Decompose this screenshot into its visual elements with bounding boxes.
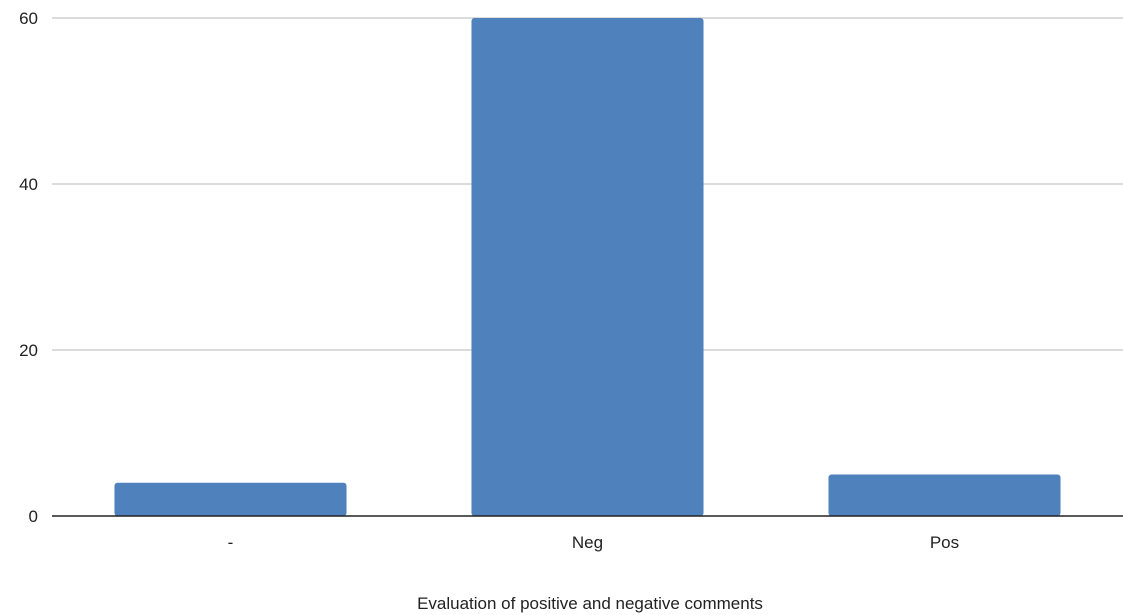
y-tick-label: 0 (29, 507, 38, 526)
x-tick-label: Pos (930, 533, 959, 552)
x-tick-label: Neg (572, 533, 603, 552)
y-tick-label: 20 (19, 341, 38, 360)
bar-pos (828, 474, 1061, 516)
bar-dash (114, 482, 347, 516)
x-axis-title: Evaluation of positive and negative comm… (417, 594, 763, 613)
y-tick-label: 60 (19, 9, 38, 28)
bars (114, 18, 1061, 516)
y-tick-label: 40 (19, 175, 38, 194)
bar-neg (471, 18, 704, 516)
x-tick-label: - (228, 533, 234, 552)
tick-labels: 0 20 40 60 - Neg Pos (19, 9, 959, 552)
